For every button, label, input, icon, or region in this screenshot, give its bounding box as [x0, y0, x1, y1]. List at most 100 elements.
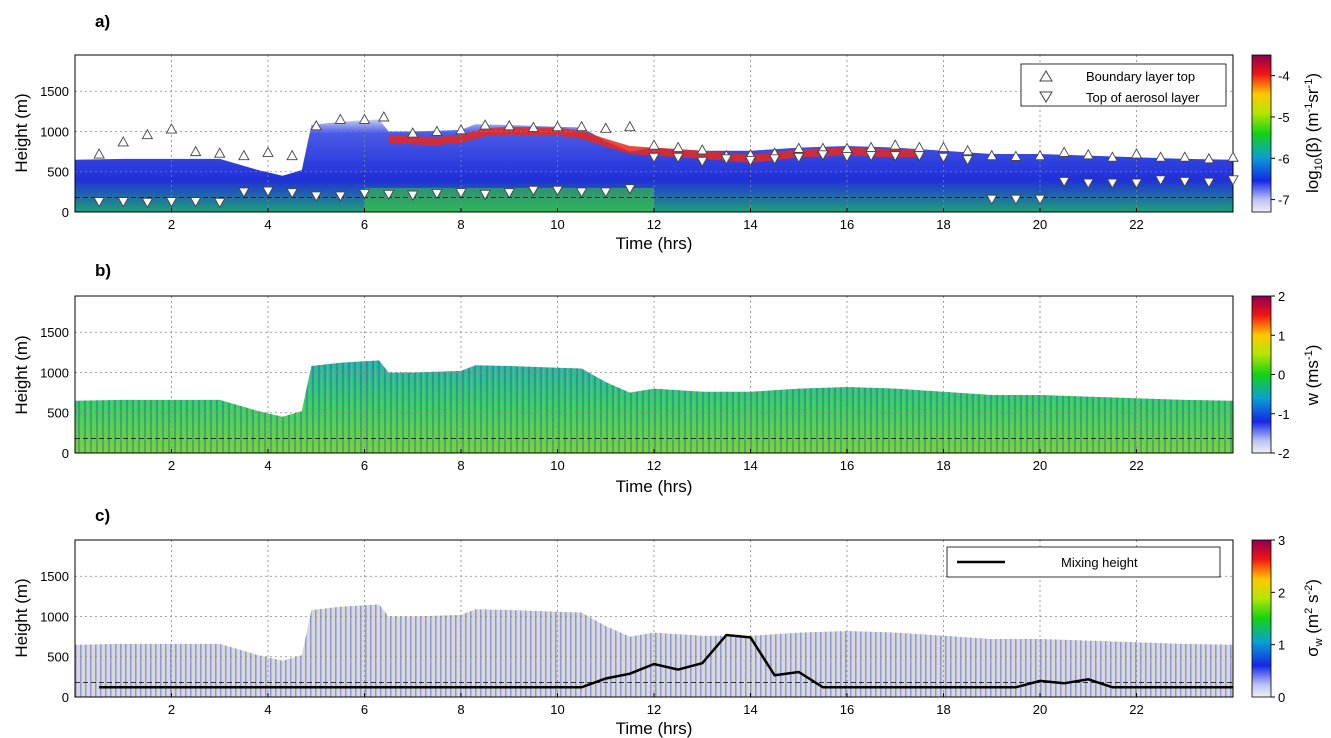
mixing-height-line: [99, 633, 1233, 689]
aerosol-top-marker: [985, 194, 998, 206]
legend-triangle-up-icon: [1039, 70, 1053, 82]
aerosol-top-marker: [141, 197, 154, 209]
aerosol-top-marker: [117, 197, 130, 208]
panel-c-label: c): [95, 506, 110, 525]
x-tick-label: 2: [168, 458, 175, 473]
aerosol-top-marker: [672, 152, 684, 164]
y-tick-label: 500: [47, 650, 69, 665]
panel-c-ticks: 2 4 6 8 10 12 14 16 18 20 22 0 500 1000 1500: [40, 569, 1144, 717]
bl-top-marker: [503, 119, 516, 131]
colorbar-tick-label: -2: [1278, 446, 1290, 461]
aerosol-top-marker: [817, 150, 829, 161]
x-tick-label: 16: [840, 458, 854, 473]
aerosol-top-marker: [865, 151, 877, 162]
legend-triangle-down-icon: [1039, 91, 1053, 103]
bl-top-marker: [961, 144, 974, 156]
aerosol-top-marker: [262, 186, 274, 197]
aerosol-top-marker: [334, 191, 347, 202]
aerosol-top-marker: [1034, 194, 1046, 206]
panel-c-ylabel: Height (m): [12, 578, 31, 657]
x-tick-label: 4: [264, 458, 271, 473]
aerosol-top-marker: [841, 151, 853, 163]
aerosol-top-marker: [768, 154, 781, 165]
y-tick-label: 1000: [40, 365, 69, 380]
aerosol-top-marker: [93, 197, 105, 208]
x-tick-label: 10: [550, 217, 564, 232]
aerosol-top-marker: [1154, 175, 1167, 186]
x-tick-label: 14: [743, 458, 757, 473]
bl-top-marker: [1106, 151, 1119, 162]
bl-top-marker: [406, 127, 419, 138]
bl-top-marker: [672, 141, 684, 153]
panel-b-colorbar-label: w (ms-1): [1303, 345, 1322, 407]
panel-a-colorbar-label: log10(β) (m-1sr-1): [1303, 73, 1325, 193]
aerosol-top-marker: [406, 190, 419, 202]
bl-top-marker: [286, 149, 298, 161]
y-tick-label: 500: [47, 406, 69, 421]
aerosol-top-marker: [720, 154, 733, 165]
panel-a-legend-box: [1020, 63, 1227, 107]
colorbar-tick-label: 1: [1278, 328, 1285, 343]
aerosol-top-marker: [455, 188, 467, 199]
bl-top-marker: [985, 149, 998, 161]
x-tick-label: 6: [361, 217, 368, 232]
aerosol-top-marker: [479, 189, 491, 201]
bl-top-marker: [189, 145, 202, 157]
bl-top-marker: [262, 146, 274, 157]
panel-c-mixing-height: [99, 633, 1233, 689]
aerosol-top-marker: [1082, 178, 1095, 189]
panel-a-label: a): [95, 12, 110, 31]
aerosol-top-marker: [503, 188, 516, 199]
aerosol-top-marker: [1058, 176, 1070, 188]
legend-entry-bl-top: Boundary layer top: [1086, 69, 1195, 84]
colorbar-tick-label: -7: [1278, 193, 1290, 208]
bl-top-marker: [117, 136, 130, 147]
bl-top-marker: [455, 123, 467, 135]
aerosol-top-marker: [889, 151, 902, 162]
aerosol-top-marker: [937, 152, 950, 164]
x-tick-label: 20: [1033, 217, 1047, 232]
bl-top-marker: [1203, 152, 1215, 164]
panel-c-legend: Mixing height: [946, 546, 1221, 578]
aerosol-top-marker: [792, 152, 805, 164]
aerosol-top-marker: [1203, 177, 1215, 189]
x-tick-label: 18: [936, 458, 950, 473]
bl-top-marker: [1227, 151, 1239, 162]
y-tick-label: 1500: [40, 325, 69, 340]
aerosol-top-marker: [624, 184, 636, 195]
x-tick-label: 12: [647, 217, 661, 232]
aerosol-top-marker: [286, 188, 298, 199]
bl-top-marker: [213, 147, 226, 158]
x-tick-label: 4: [264, 217, 271, 232]
panel-b-ticks: 2 4 6 8 10 12 14 16 18 20 22 0 500 1000 1500: [40, 325, 1144, 473]
x-tick-label: 10: [550, 702, 564, 717]
panel-b-label: b): [95, 261, 111, 280]
aerosol-top-marker: [551, 185, 564, 197]
y-tick-label: 0: [62, 690, 69, 705]
x-tick-label: 2: [168, 702, 175, 717]
panel-b-ylabel: Height (m): [12, 335, 31, 414]
panel-a-legend: Boundary layer top Top of aerosol layer: [1020, 63, 1227, 107]
x-tick-label: 4: [264, 702, 271, 717]
x-tick-label: 12: [647, 702, 661, 717]
colorbar-tick-label: 0: [1278, 368, 1285, 383]
bl-top-marker: [165, 123, 178, 134]
x-tick-label: 22: [1129, 458, 1143, 473]
panel-c-xlabel: Time (hrs): [616, 719, 693, 738]
panel-a-colorbar-scale: [1251, 54, 1272, 213]
x-tick-label: 22: [1129, 217, 1143, 232]
bl-top-marker: [599, 122, 612, 133]
colorbar-tick-label: 0: [1278, 690, 1285, 705]
bl-top-marker: [1034, 149, 1046, 161]
panel-c-colorbar-scale: [1251, 539, 1272, 698]
y-tick-label: 1000: [40, 609, 69, 624]
y-tick-label: 1000: [40, 124, 69, 139]
bl-top-marker: [1082, 148, 1095, 160]
colorbar-tick-label: 2: [1278, 289, 1285, 304]
panel-a: a) 2 4 6 8 10 12 14 16 18 20 22 0 500 1000 1500 Time (…: [12, 12, 1325, 253]
bl-top-marker: [1130, 148, 1143, 159]
aerosol-top-marker: [648, 152, 660, 164]
aerosol-top-marker: [189, 197, 202, 208]
